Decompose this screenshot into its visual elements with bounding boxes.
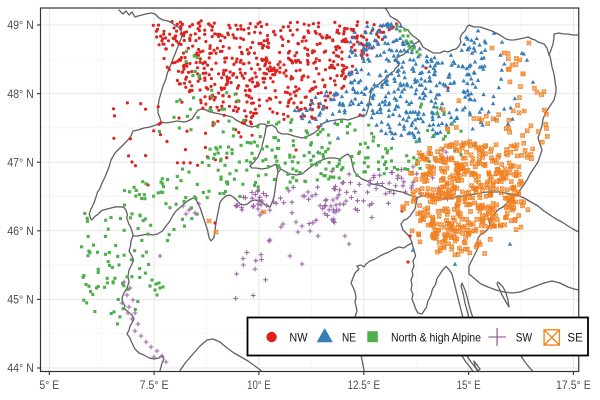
svg-text:NE: NE bbox=[342, 331, 356, 344]
svg-text:44° N: 44° N bbox=[7, 361, 34, 375]
svg-text:12.5° E: 12.5° E bbox=[348, 378, 381, 392]
svg-text:17.5° E: 17.5° E bbox=[556, 378, 591, 392]
svg-text:15° E: 15° E bbox=[457, 378, 481, 392]
svg-text:47° N: 47° N bbox=[7, 155, 34, 169]
svg-text:5° E: 5° E bbox=[39, 378, 59, 392]
svg-text:NW: NW bbox=[289, 331, 307, 344]
svg-text:SW: SW bbox=[516, 331, 532, 344]
svg-text:10° E: 10° E bbox=[247, 378, 271, 392]
svg-text:49° N: 49° N bbox=[7, 18, 34, 32]
svg-text:45° N: 45° N bbox=[7, 293, 34, 307]
svg-text:7.5° E: 7.5° E bbox=[140, 378, 169, 392]
svg-text:SE: SE bbox=[567, 331, 583, 344]
svg-text:46° N: 46° N bbox=[7, 224, 34, 238]
svg-text:North & high Alpine: North & high Alpine bbox=[391, 331, 481, 344]
svg-text:48° N: 48° N bbox=[7, 87, 34, 101]
